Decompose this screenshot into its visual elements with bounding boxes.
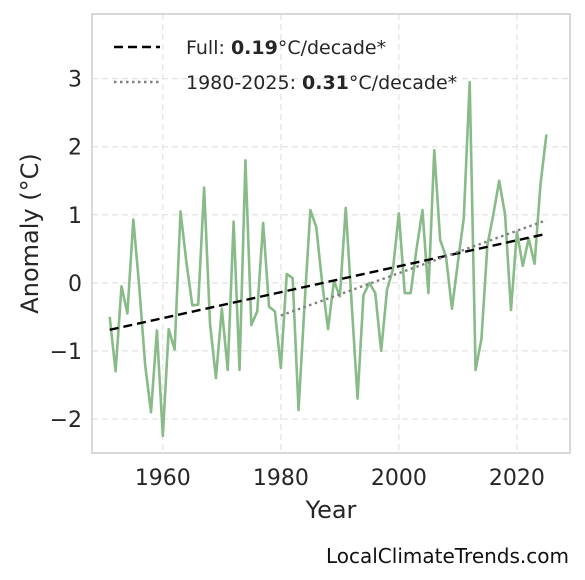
legend-full-suffix: °C/decade* <box>278 37 386 59</box>
grid <box>92 14 570 453</box>
legend-recent-suffix: °C/decade* <box>349 72 457 94</box>
y-tick-label: 0 <box>68 272 82 297</box>
x-axis-label: Year <box>305 496 357 524</box>
trend-line-full <box>109 232 547 331</box>
trend-line-recent <box>280 219 547 317</box>
y-tick-label: −1 <box>50 340 82 365</box>
site-credit: LocalClimateTrends.com <box>325 544 569 568</box>
y-tick-label: −2 <box>50 408 82 433</box>
x-tick-label: 2000 <box>371 466 427 491</box>
series-layer <box>108 80 548 438</box>
legend-recent-prefix: 1980-2025: <box>186 72 302 94</box>
y-tick-label: 2 <box>68 136 82 161</box>
legend-entry-recent: 1980-2025: 0.31°C/decade* <box>186 72 457 94</box>
y-axis-label: Anomaly (°C) <box>16 153 44 313</box>
legend-full-value: 0.19 <box>231 37 278 59</box>
legend-full-prefix: Full: <box>186 37 231 59</box>
legend: Full: 0.19°C/decade* 1980-2025: 0.31°C/d… <box>114 37 457 94</box>
x-tick-label: 2020 <box>489 466 545 491</box>
y-tick-label: 1 <box>68 204 82 229</box>
legend-recent-value: 0.31 <box>302 72 349 94</box>
anomaly-series-line <box>108 80 548 438</box>
y-tick-label: 3 <box>68 68 82 93</box>
x-tick-labels: 1960 1980 2000 2020 <box>135 466 545 491</box>
legend-entry-full: Full: 0.19°C/decade* <box>186 37 386 59</box>
x-tick-label: 1960 <box>135 466 191 491</box>
x-tick-label: 1980 <box>253 466 309 491</box>
plot-frame <box>91 13 571 454</box>
y-tick-labels: −2 −1 0 1 2 3 <box>50 68 82 433</box>
